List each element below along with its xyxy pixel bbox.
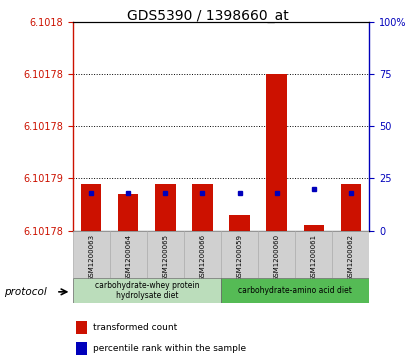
Bar (229, 215, 250, 231)
Bar (76, 342, 88, 355)
Text: GSM1200060: GSM1200060 (273, 234, 280, 281)
FancyBboxPatch shape (73, 278, 221, 303)
Text: GSM1200062: GSM1200062 (348, 234, 354, 281)
Bar (192, 184, 212, 231)
Bar (118, 194, 139, 231)
Text: protocol: protocol (4, 287, 47, 297)
Text: GSM1200063: GSM1200063 (88, 234, 94, 281)
Text: GSM1200066: GSM1200066 (200, 234, 205, 281)
Text: GDS5390 / 1398660_at: GDS5390 / 1398660_at (127, 9, 288, 23)
Text: carbohydrate-amino acid diet: carbohydrate-amino acid diet (238, 286, 352, 295)
Bar (76, 321, 88, 334)
Bar (341, 184, 361, 231)
Text: GSM1200061: GSM1200061 (311, 234, 317, 281)
Text: transformed count: transformed count (93, 323, 178, 332)
Text: GSM1200065: GSM1200065 (162, 234, 168, 281)
Bar (155, 184, 176, 231)
Text: GSM1200059: GSM1200059 (237, 234, 242, 281)
Bar (81, 184, 101, 231)
FancyBboxPatch shape (73, 231, 369, 278)
FancyBboxPatch shape (221, 278, 369, 303)
Bar (266, 74, 287, 231)
Text: percentile rank within the sample: percentile rank within the sample (93, 344, 247, 353)
Text: GSM1200064: GSM1200064 (125, 234, 131, 281)
Text: carbohydrate-whey protein
hydrolysate diet: carbohydrate-whey protein hydrolysate di… (95, 281, 199, 300)
Bar (303, 225, 324, 231)
